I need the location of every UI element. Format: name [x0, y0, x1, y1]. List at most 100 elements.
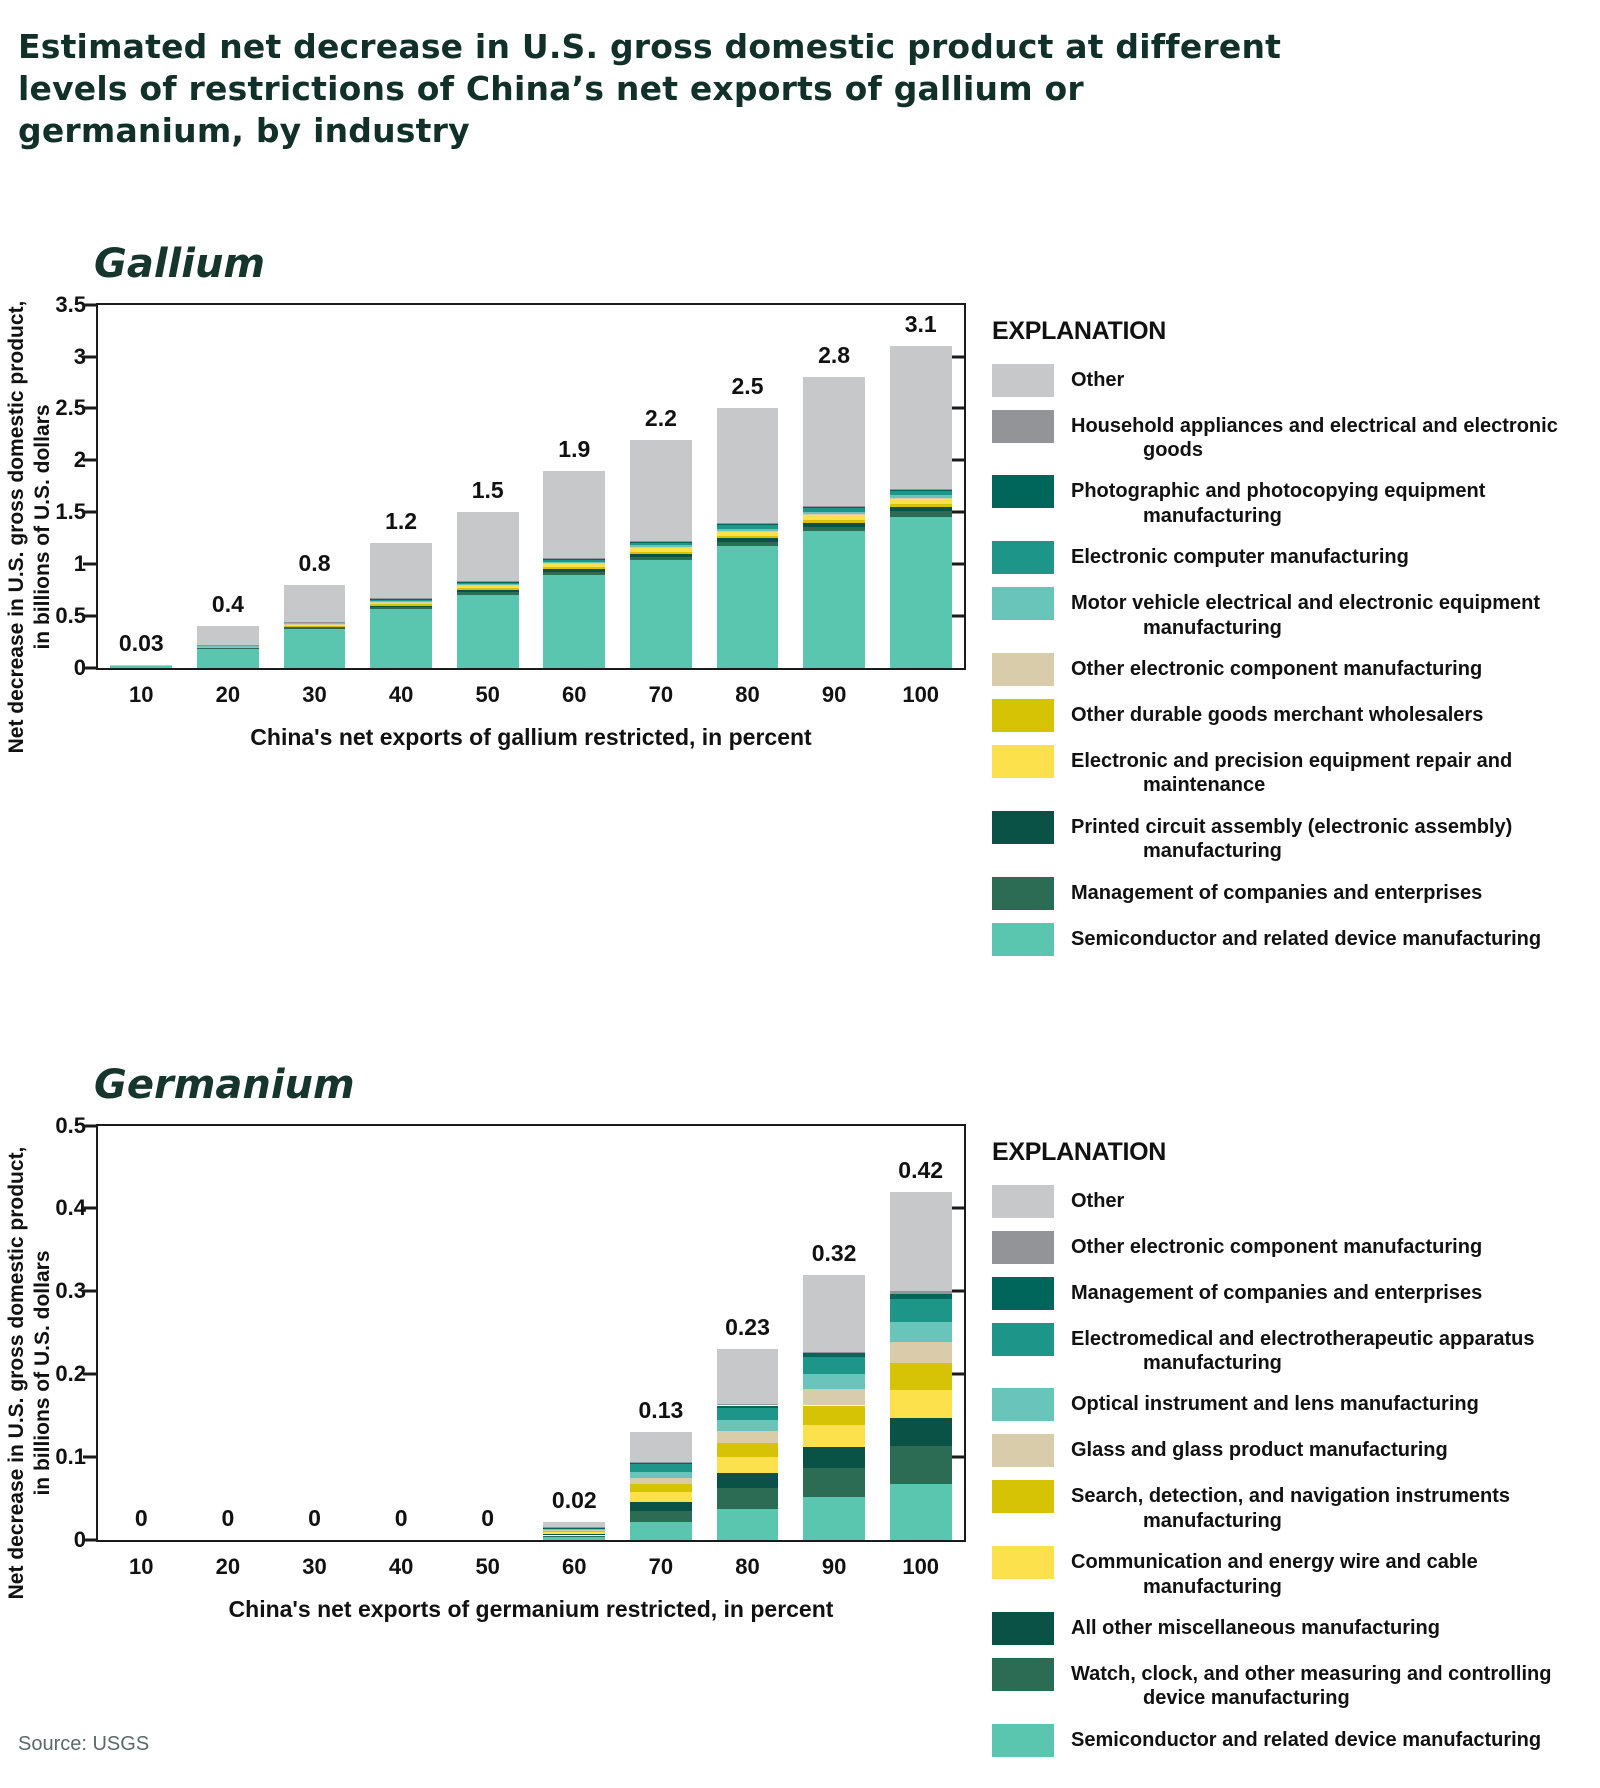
bar-segment — [196, 646, 259, 647]
germanium-legend: EXPLANATION Other Other electronic compon… — [992, 1124, 1600, 1757]
bar-segment — [543, 567, 606, 570]
x-axis-label: China's net exports of germanium restric… — [228, 1595, 834, 1622]
y-tick-label: 0 — [73, 654, 86, 680]
legend-swatch — [992, 699, 1054, 733]
page-title: Estimated net decrease in U.S. gross dom… — [18, 27, 1282, 151]
y-tick-label: 2.5 — [55, 395, 86, 421]
bar-segment — [803, 1425, 866, 1447]
legend-label: Other electronic component manufacturing — [1071, 658, 1483, 681]
bar-segment — [803, 514, 866, 516]
legend-label: Electromedical and electrotherapeutic ap… — [1071, 1327, 1535, 1374]
legend-swatch — [992, 653, 1054, 687]
bar-segment — [716, 1508, 779, 1540]
bar-segment — [889, 1484, 952, 1540]
legend-swatch — [992, 1388, 1054, 1422]
germanium-plot: 0 0.1 0.2 0.3 0.4 0.5 0 10 0 20 0 30 0 40 0 50 0.02 60 0.1… — [55, 1113, 966, 1579]
legend-label: Printed circuit assembly (electronic ass… — [1071, 815, 1513, 863]
bar-segment — [283, 624, 346, 626]
bar-segment — [543, 470, 606, 558]
bar-segment — [456, 585, 519, 586]
bar-segment — [803, 1274, 866, 1352]
y-tick-label: 2 — [73, 447, 86, 473]
bar-segment — [370, 602, 433, 605]
bar-segment — [543, 1533, 606, 1536]
bar-segment — [716, 1403, 779, 1406]
bar-segment — [543, 1535, 606, 1538]
x-tick-label: 10 — [129, 1553, 154, 1579]
y-tick-mark — [83, 355, 97, 359]
bar-segment — [803, 1356, 866, 1375]
legend-items: Other Household appliances and electrical… — [992, 363, 1600, 956]
bar-segment — [543, 564, 606, 568]
bar-segment — [889, 1341, 952, 1364]
bar-segment — [716, 1488, 779, 1509]
gallium-legend: EXPLANATION Other Household appliances an… — [992, 303, 1600, 956]
legend-label: Optical instrument and lens manufacturin… — [1071, 1393, 1479, 1416]
legend-item: Household appliances and electrical and … — [992, 409, 1600, 463]
legend-item: Management of companies and enterprises — [992, 1276, 1600, 1310]
legend-swatch — [992, 587, 1054, 621]
bar-segment — [629, 439, 692, 541]
bar-segment — [456, 585, 519, 589]
bar-value-label: 1.9 — [558, 435, 591, 462]
legend-label: Photographic and photocopying equipment … — [1071, 480, 1486, 527]
bar-segment — [370, 609, 433, 668]
bar-segment — [629, 1464, 692, 1472]
bar-segment — [543, 562, 606, 564]
bar-value-label: 0 — [308, 1504, 321, 1531]
legend-title: EXPLANATION — [992, 316, 1167, 345]
bar-segment — [283, 623, 346, 624]
bar-segment — [803, 507, 866, 509]
y-tick-label: 0 — [73, 1526, 86, 1552]
bar-segment — [370, 598, 433, 600]
bar-segment — [370, 599, 433, 602]
bar-segment — [370, 607, 433, 610]
bar-segment — [456, 588, 519, 591]
y-tick-mark — [83, 1538, 97, 1542]
bar-segment — [543, 559, 606, 563]
bar-segment — [716, 1472, 779, 1489]
germanium-subtitle: Germanium — [94, 1061, 355, 1108]
bar-segment — [716, 528, 779, 531]
x-tick-label: 30 — [302, 681, 327, 707]
legend-swatch — [992, 876, 1054, 910]
bar-segment — [716, 535, 779, 539]
y-tick-label: 3 — [73, 343, 86, 369]
bar-segment — [629, 547, 692, 548]
bar-segment — [456, 590, 519, 593]
bar-segment — [716, 408, 779, 524]
gallium-plot-area: Net decrease in U.S. gross domestic prod… — [5, 292, 966, 753]
legend-item: Watch, clock, and other measuring and co… — [992, 1657, 1600, 1711]
bar-segment — [716, 1407, 779, 1421]
bar-value-label: 2.2 — [644, 404, 677, 431]
y-tick-mark — [83, 614, 97, 618]
bar-segment — [370, 543, 433, 599]
bar-segment — [889, 1321, 952, 1342]
bar-segment — [629, 1471, 692, 1478]
bar-segment — [716, 541, 779, 546]
legend-item: Electronic and precision equipment repai… — [992, 745, 1600, 798]
x-tick-label: 80 — [735, 681, 760, 707]
bar-segment — [889, 488, 952, 490]
bar-segment — [370, 598, 433, 599]
bar-segment — [283, 626, 346, 628]
bar-segment — [629, 1501, 692, 1511]
bar-segment — [543, 569, 606, 572]
bar-segment — [456, 594, 519, 668]
legend-label: All other miscellaneous manufacturing — [1071, 1616, 1440, 1639]
y-tick-mark — [83, 1455, 97, 1459]
bar-segment — [889, 1291, 952, 1294]
bar-segment — [889, 1191, 952, 1292]
bar-segment — [716, 1442, 779, 1457]
bar-segment — [889, 491, 952, 496]
bar-value-label: 0.03 — [118, 629, 164, 656]
bar-segment — [889, 1293, 952, 1299]
legend-item: Electromedical and electrotherapeutic ap… — [992, 1322, 1600, 1376]
bar-segment — [889, 511, 952, 517]
x-tick-label: 100 — [902, 681, 940, 707]
gallium-section: Gallium Net decrease in U.S. gross domes… — [0, 241, 1600, 956]
bar-segment — [889, 507, 952, 512]
germanium-plot-area: Net decrease in U.S. gross domestic prod… — [5, 1113, 966, 1623]
bar-value-label: 0 — [134, 1504, 148, 1531]
bar-segment — [543, 1532, 606, 1534]
